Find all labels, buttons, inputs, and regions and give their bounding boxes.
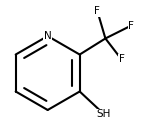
Text: F: F: [118, 54, 124, 64]
Text: F: F: [94, 6, 100, 16]
Text: SH: SH: [97, 109, 111, 119]
Text: N: N: [44, 31, 52, 41]
Text: F: F: [128, 21, 134, 31]
